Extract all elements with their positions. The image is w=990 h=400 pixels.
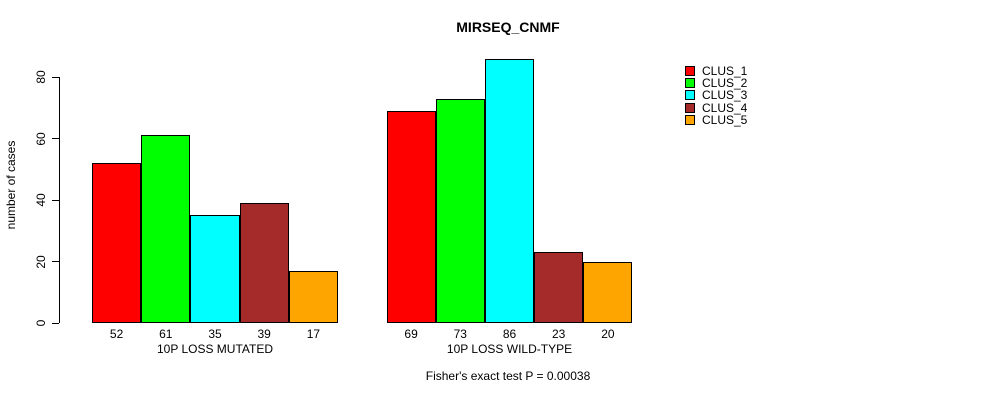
legend-swatch — [685, 102, 695, 113]
legend-swatch — [685, 114, 695, 125]
bar-value-label: 39 — [257, 327, 271, 341]
bar-clus-3-group-1 — [190, 215, 240, 323]
legend-label: CLUS_3 — [702, 88, 748, 103]
bar-value-label: 35 — [208, 327, 222, 341]
y-tick-mark — [52, 322, 59, 324]
bar-clus-5-group-2 — [583, 261, 633, 323]
bar-value-label: 23 — [552, 327, 566, 341]
bar-clus-1-group-2 — [386, 110, 436, 323]
x-category-label: 10P LOSS MUTATED — [156, 342, 274, 356]
bar-clus-2-group-1 — [141, 135, 191, 323]
y-axis-line — [59, 77, 60, 323]
y-tick-label: 20 — [34, 254, 48, 269]
y-tick-mark — [52, 261, 59, 262]
bar-clus-1-group-1 — [92, 163, 142, 323]
y-tick-mark — [52, 138, 59, 139]
bar-value-label: 69 — [404, 327, 418, 341]
y-tick-label: 80 — [34, 70, 48, 84]
y-tick-label: 0 — [34, 319, 48, 327]
annotation-text: Fisher's exact test P = 0.00038 — [425, 369, 591, 383]
y-axis-label: number of cases — [4, 140, 18, 230]
x-category-label: 10P LOSS WILD-TYPE — [446, 342, 573, 356]
bar-value-label: 61 — [159, 327, 173, 341]
bar-value-label: 17 — [306, 327, 321, 341]
bar-value-label: 20 — [601, 327, 615, 341]
y-tick-mark — [52, 199, 59, 201]
y-tick-label: 60 — [34, 131, 48, 146]
legend-label: CLUS_1 — [702, 64, 748, 78]
bar-value-label: 52 — [109, 327, 124, 341]
chart-title: MIRSEQ_CNMF — [456, 19, 560, 35]
y-tick-mark — [52, 76, 59, 78]
bar-clus-5-group-1 — [288, 270, 338, 323]
legend-swatch — [685, 90, 695, 101]
bar-clus-3-group-2 — [484, 58, 535, 323]
bar-value-label: 73 — [453, 327, 467, 341]
legend-label: CLUS_4 — [702, 100, 748, 115]
bar-clus-2-group-2 — [435, 98, 485, 323]
bar-clus-4-group-2 — [534, 252, 584, 323]
legend-swatch — [685, 78, 695, 89]
legend-label: CLUS_5 — [702, 112, 748, 127]
bar-clus-4-group-1 — [239, 203, 289, 323]
legend-label: CLUS_2 — [702, 76, 748, 91]
legend-swatch — [685, 66, 695, 76]
y-tick-label: 40 — [34, 193, 48, 207]
bar-value-label: 86 — [502, 327, 517, 341]
